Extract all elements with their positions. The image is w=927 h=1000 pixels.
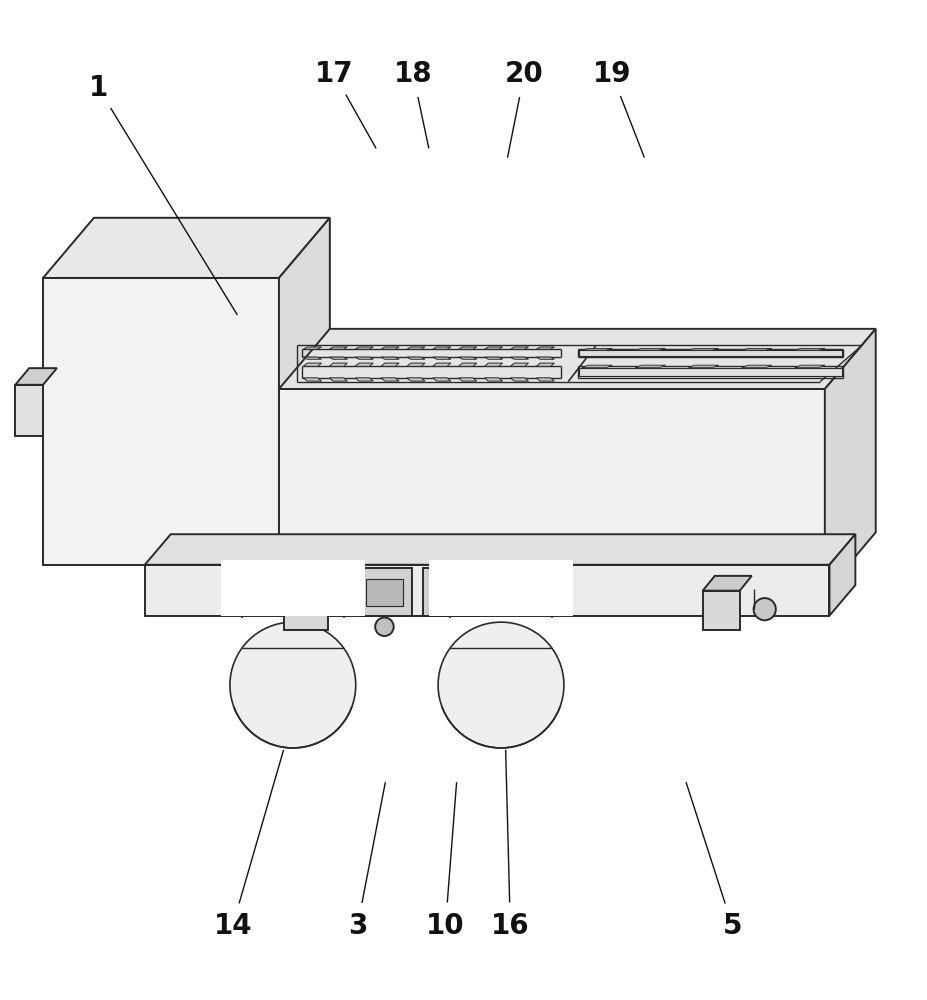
- Polygon shape: [355, 363, 373, 366]
- Polygon shape: [284, 574, 341, 591]
- Polygon shape: [432, 363, 451, 366]
- Polygon shape: [536, 363, 553, 366]
- Polygon shape: [329, 378, 347, 381]
- Bar: [221, 560, 364, 616]
- Text: 1: 1: [89, 74, 108, 102]
- Polygon shape: [510, 347, 528, 349]
- Polygon shape: [406, 363, 425, 366]
- Bar: [279, 389, 824, 593]
- Polygon shape: [829, 534, 855, 616]
- Polygon shape: [702, 576, 751, 591]
- Bar: [423, 568, 478, 616]
- Polygon shape: [303, 378, 321, 381]
- Polygon shape: [303, 357, 321, 359]
- Polygon shape: [432, 378, 451, 381]
- Circle shape: [438, 580, 463, 604]
- Text: 14: 14: [213, 912, 252, 940]
- Polygon shape: [536, 347, 553, 349]
- Polygon shape: [355, 378, 373, 381]
- Polygon shape: [794, 365, 824, 368]
- Bar: [145, 565, 829, 616]
- Polygon shape: [279, 218, 329, 565]
- Text: 3: 3: [348, 912, 367, 940]
- Bar: [365, 579, 402, 606]
- Polygon shape: [381, 347, 399, 349]
- Circle shape: [230, 622, 355, 748]
- Bar: [356, 568, 412, 616]
- Circle shape: [438, 622, 564, 748]
- Bar: [702, 591, 739, 630]
- Polygon shape: [634, 365, 665, 368]
- Text: 20: 20: [504, 60, 543, 88]
- Polygon shape: [406, 347, 425, 349]
- Bar: [43, 278, 279, 565]
- Polygon shape: [581, 365, 612, 368]
- Text: 17: 17: [315, 60, 353, 88]
- Polygon shape: [15, 368, 57, 385]
- Bar: [15, 385, 43, 436]
- Polygon shape: [484, 357, 502, 359]
- Polygon shape: [510, 363, 528, 366]
- Polygon shape: [303, 363, 321, 366]
- Circle shape: [753, 598, 775, 620]
- Polygon shape: [458, 378, 476, 381]
- Polygon shape: [536, 378, 553, 381]
- Polygon shape: [329, 347, 347, 349]
- Polygon shape: [510, 357, 528, 359]
- Text: 16: 16: [490, 912, 529, 940]
- Bar: [578, 350, 841, 356]
- Polygon shape: [381, 378, 399, 381]
- Circle shape: [375, 618, 393, 636]
- Polygon shape: [510, 378, 528, 381]
- Polygon shape: [145, 534, 855, 565]
- Bar: [284, 591, 327, 630]
- Polygon shape: [484, 378, 502, 381]
- Polygon shape: [355, 347, 373, 349]
- Polygon shape: [634, 348, 665, 350]
- Polygon shape: [688, 348, 717, 350]
- Polygon shape: [536, 357, 553, 359]
- Polygon shape: [458, 363, 476, 366]
- Polygon shape: [406, 378, 425, 381]
- Polygon shape: [381, 363, 399, 366]
- Polygon shape: [432, 357, 451, 359]
- Polygon shape: [381, 357, 399, 359]
- Polygon shape: [741, 348, 771, 350]
- Bar: [578, 368, 841, 376]
- Polygon shape: [303, 347, 321, 349]
- Polygon shape: [329, 363, 347, 366]
- Polygon shape: [794, 348, 824, 350]
- Text: 5: 5: [722, 912, 742, 940]
- Polygon shape: [279, 329, 875, 389]
- Text: 10: 10: [425, 912, 464, 940]
- Bar: [428, 560, 573, 616]
- Polygon shape: [581, 348, 612, 350]
- Polygon shape: [432, 347, 451, 349]
- Polygon shape: [458, 347, 476, 349]
- Text: 18: 18: [393, 60, 432, 88]
- Polygon shape: [355, 357, 373, 359]
- Polygon shape: [43, 218, 329, 278]
- Polygon shape: [741, 365, 771, 368]
- Polygon shape: [484, 347, 502, 349]
- Polygon shape: [329, 357, 347, 359]
- Polygon shape: [824, 329, 875, 593]
- Text: 19: 19: [592, 60, 630, 88]
- Polygon shape: [688, 365, 717, 368]
- Polygon shape: [406, 357, 425, 359]
- Polygon shape: [484, 363, 502, 366]
- Polygon shape: [458, 357, 476, 359]
